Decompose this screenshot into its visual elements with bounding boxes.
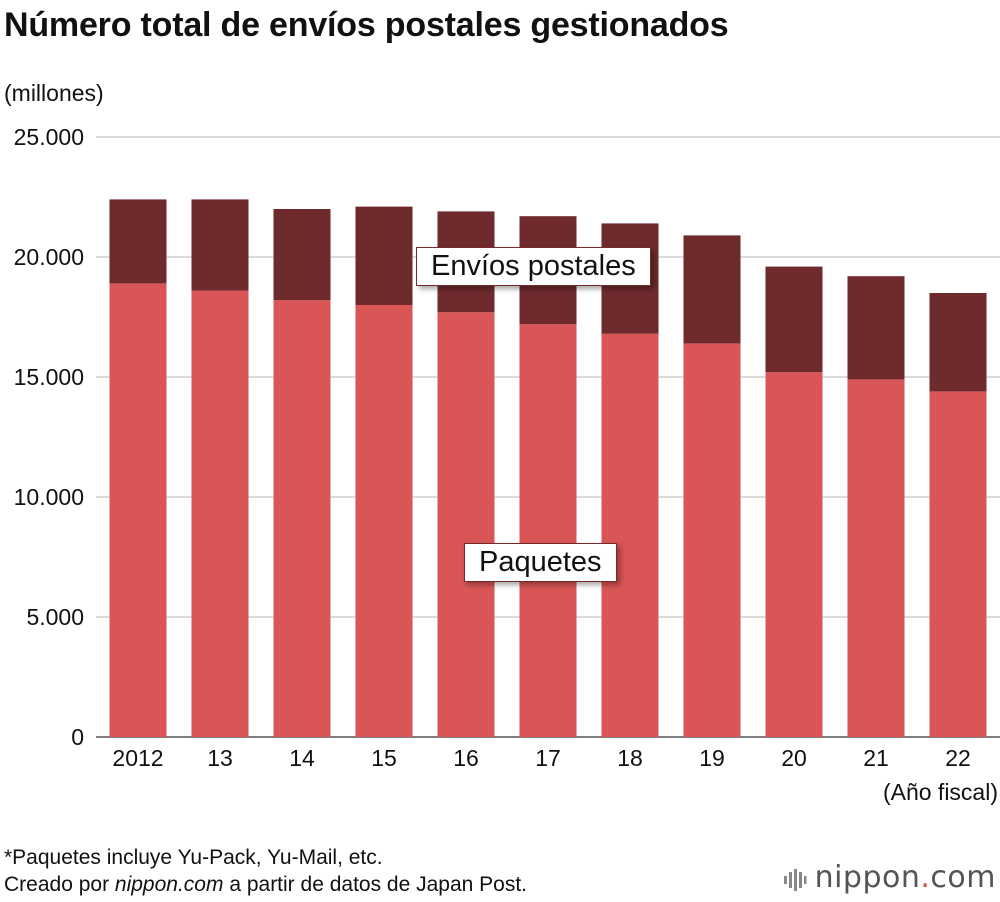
- footnote-line-1: *Paquetes incluye Yu-Pack, Yu-Mail, etc.: [4, 846, 383, 869]
- bar-paquetes-2012: [109, 283, 167, 737]
- footnote: *Paquetes incluye Yu-Pack, Yu-Mail, etc.…: [4, 844, 527, 898]
- bars: [109, 199, 987, 737]
- x-tick-label: 19: [699, 745, 725, 771]
- x-tick-labels: 2012 13 14 15 16 17 18 19 20 21 22: [112, 745, 970, 771]
- nippon-logo-icon: [783, 868, 807, 891]
- x-tick-label: 15: [371, 745, 397, 771]
- x-tick-label: 20: [781, 745, 807, 771]
- y-tick-label: 5.000: [26, 604, 84, 630]
- brand-name: nippon: [814, 860, 921, 895]
- x-tick-label: 21: [863, 745, 889, 771]
- y-tick-label: 0: [71, 724, 84, 750]
- bar-envios-postales-22: [929, 293, 987, 392]
- y-tick-label: 25.000: [14, 124, 84, 150]
- bar-paquetes-19: [683, 343, 741, 737]
- chart-title: Número total de envíos postales gestiona…: [4, 6, 729, 44]
- brand-suffix: com: [930, 860, 996, 895]
- x-axis-unit-label: (Año fiscal): [882, 779, 998, 805]
- nippon-com-logo[interactable]: nippon.com: [783, 860, 996, 895]
- stacked-bar-chart: 25.000 20.000 15.000 10.000 5.000 0 2012 13 14 1…: [14, 124, 1000, 771]
- footnote-suffix: a partir de datos de Japan Post.: [223, 873, 528, 896]
- x-tick-label: 22: [945, 745, 971, 771]
- y-tick-label: 20.000: [14, 244, 84, 270]
- bar-envios-postales-15: [355, 206, 413, 305]
- footnote-prefix: Creado por: [4, 873, 115, 896]
- legend-label-envios-postales: Envíos postales: [416, 247, 651, 286]
- bar-envios-postales-19: [683, 235, 741, 344]
- bar-paquetes-16: [437, 312, 495, 737]
- bar-paquetes-21: [847, 379, 905, 737]
- footnote-line-2: Creado por nippon.com a partir de datos …: [4, 871, 527, 898]
- x-tick-label: 18: [617, 745, 643, 771]
- x-tick-label: 14: [289, 745, 315, 771]
- bar-envios-postales-20: [765, 266, 823, 373]
- bar-envios-postales-2012: [109, 199, 167, 284]
- y-tick-label: 10.000: [14, 484, 84, 510]
- bar-paquetes-15: [355, 305, 413, 737]
- y-axis-unit-label: (millones): [4, 80, 104, 106]
- bar-envios-postales-13: [191, 199, 249, 291]
- bar-paquetes-13: [191, 290, 249, 737]
- bar-paquetes-17: [519, 324, 577, 737]
- x-tick-label: 2012: [112, 745, 163, 771]
- y-tick-labels: 25.000 20.000 15.000 10.000 5.000 0: [14, 124, 84, 750]
- brand-dot: .: [920, 860, 931, 895]
- bar-paquetes-18: [601, 333, 659, 737]
- legend-label-paquetes: Paquetes: [464, 543, 617, 582]
- y-tick-label: 15.000: [14, 364, 84, 390]
- x-tick-label: 13: [207, 745, 233, 771]
- bar-paquetes-14: [273, 300, 331, 737]
- bar-envios-postales-14: [273, 209, 331, 301]
- x-tick-label: 17: [535, 745, 561, 771]
- bar-envios-postales-21: [847, 276, 905, 380]
- footnote-source-site: nippon.com: [114, 873, 224, 896]
- bar-paquetes-20: [765, 372, 823, 737]
- x-tick-label: 16: [453, 745, 479, 771]
- bar-paquetes-22: [929, 391, 987, 737]
